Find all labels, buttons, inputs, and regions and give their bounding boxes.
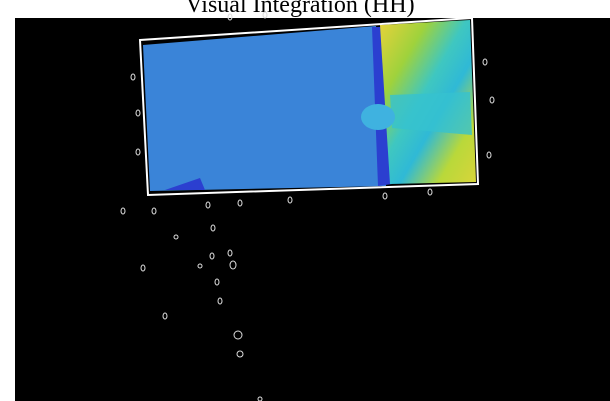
title: Visual Integration (HH) (185, 0, 414, 18)
point (482, 58, 488, 66)
point (427, 188, 433, 196)
point (214, 278, 220, 286)
point (229, 260, 237, 270)
point (489, 96, 495, 104)
points (120, 11, 495, 401)
corner (165, 178, 205, 190)
point (120, 207, 126, 215)
point (287, 196, 293, 204)
point (197, 263, 203, 269)
point (227, 13, 233, 21)
point (135, 109, 141, 117)
point (210, 224, 216, 232)
point (486, 151, 492, 159)
point (140, 264, 146, 272)
point (205, 201, 211, 209)
point (237, 199, 243, 207)
point (236, 350, 244, 358)
point (382, 192, 388, 200)
point (217, 297, 223, 305)
point (209, 252, 215, 260)
region-cyan (390, 92, 472, 135)
point (262, 11, 268, 19)
region-blue (143, 26, 386, 191)
point (227, 249, 233, 257)
point (151, 207, 157, 215)
junction (361, 104, 395, 130)
point (135, 148, 141, 156)
boundary (138, 16, 480, 197)
point (173, 234, 179, 240)
point (257, 396, 263, 401)
point (162, 312, 168, 320)
plan (138, 16, 480, 197)
point (233, 330, 243, 340)
point (130, 73, 136, 81)
